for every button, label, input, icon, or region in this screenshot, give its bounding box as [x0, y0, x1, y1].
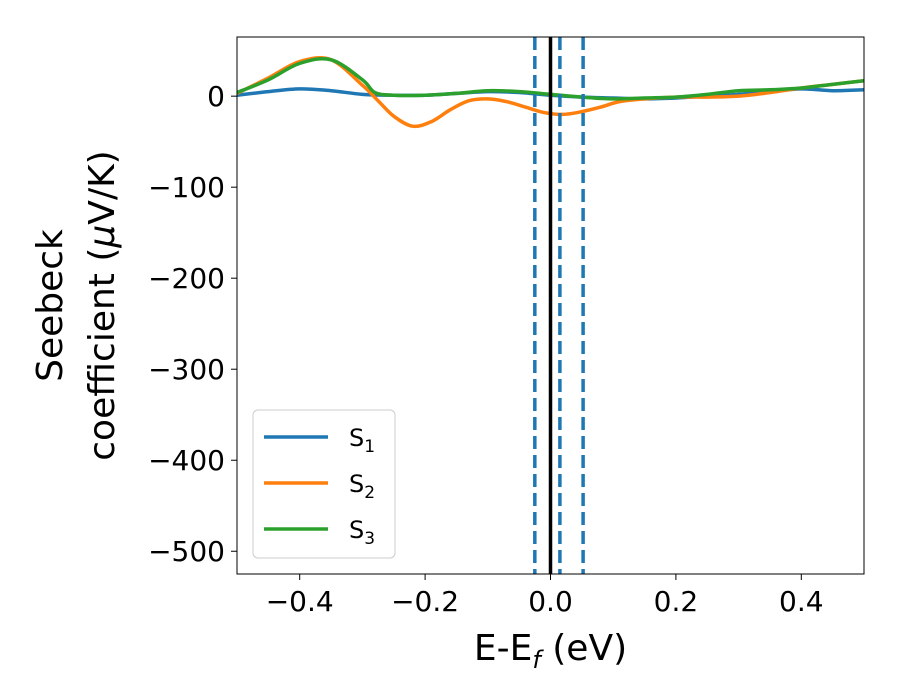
y-axis-label: Seebeck coefficient (μV/K) [30, 150, 123, 460]
legend-label-sub: 2 [364, 483, 375, 503]
y-tick-label: −500 [148, 535, 225, 568]
series-line-3 [237, 56, 864, 101]
legend-label-1: S1 [349, 424, 375, 457]
reference-lines [533, 37, 585, 574]
y-axis-label-line2-pre: coefficient ( [82, 248, 123, 461]
x-tick-label: 0.2 [654, 585, 699, 618]
x-tick-label: 0.4 [779, 585, 824, 618]
x-tick-label: −0.2 [391, 585, 459, 618]
x-tick-label: 0.0 [528, 585, 573, 618]
x-ticks: −0.4 −0.2 0.0 0.2 0.4 [266, 574, 824, 618]
series-line-2 [237, 56, 864, 129]
y-tick-label: 0 [207, 80, 225, 113]
y-ticks: 0 −100 −200 −300 −400 −500 [148, 80, 237, 568]
y-axis-label-line1: Seebeck [30, 229, 71, 382]
y-tick-label: −200 [148, 262, 225, 295]
y-tick-label: −400 [148, 444, 225, 477]
x-axis-label-base: E-E [474, 628, 532, 669]
legend-label-sub: 3 [364, 529, 375, 549]
y-axis-label-line2: coefficient (μV/K) [82, 150, 123, 460]
x-axis-label-tail: (eV) [541, 628, 627, 669]
x-tick-label: −0.4 [266, 585, 334, 618]
legend-label-2: S2 [349, 470, 375, 503]
legend-label-3: S3 [349, 516, 375, 549]
legend-label-sub: 1 [364, 437, 375, 457]
legend-label-base: S [349, 470, 364, 498]
y-axis-label-mu: μ [82, 225, 123, 249]
legend-label-base: S [349, 424, 364, 452]
y-tick-label: −300 [148, 353, 225, 386]
y-tick-label: −100 [148, 171, 225, 204]
x-axis-label: E-Ef (eV) [474, 628, 627, 674]
y-axis-label-line2-post: V/K) [82, 150, 123, 224]
legend-label-base: S [349, 516, 364, 544]
